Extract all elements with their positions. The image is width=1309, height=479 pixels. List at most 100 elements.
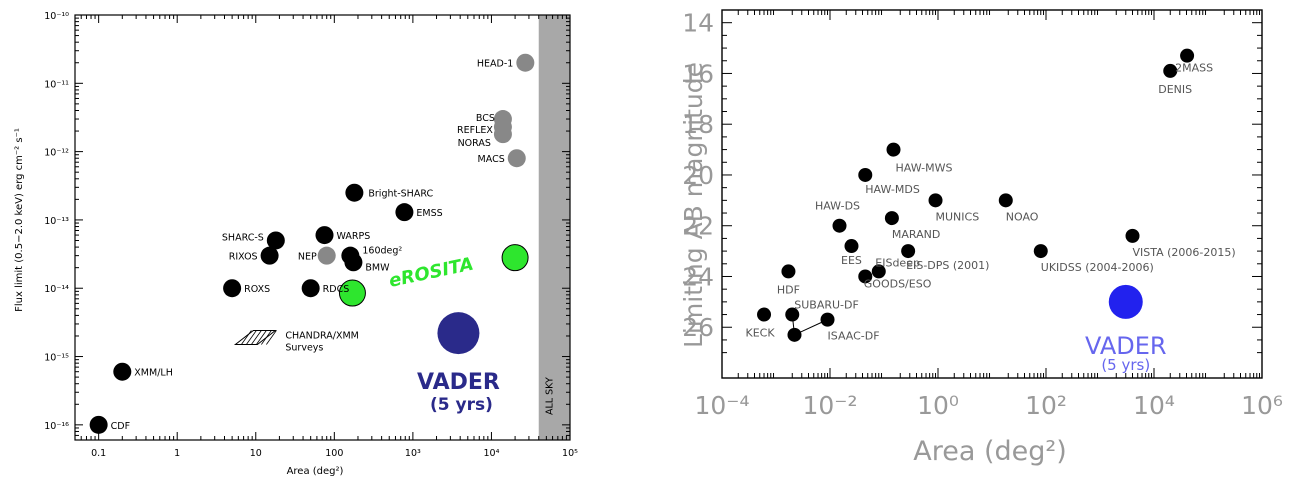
chandra-hatched-region — [233, 330, 277, 346]
right-plot-frame — [721, 9, 1263, 379]
right-label-isaac-df: ISAAC-DF — [828, 330, 880, 343]
left-label-cdf: CDF — [111, 421, 130, 432]
right-point-ukidss-2004-2006 — [1033, 244, 1048, 259]
left-x-tick-label: 10⁴ — [483, 448, 499, 459]
left-point-nep — [317, 246, 336, 265]
left-y-tick-label: 10⁻¹⁶ — [44, 421, 69, 432]
right-label-haw-mds: HAW-MDS — [865, 183, 920, 196]
left-point-bmw — [344, 253, 363, 272]
left-y-axis-label: Flux limit (0.5−2.0 keV) erg cm⁻² s⁻¹ — [14, 128, 25, 312]
erosita-label: eROSITA — [387, 254, 475, 292]
right-y-tick-label: 18 — [682, 110, 714, 139]
left-label-emss: EMSS — [416, 208, 442, 219]
right-point-2mass — [1180, 48, 1195, 63]
left-x-tick-label: 0.1 — [91, 448, 106, 459]
left-label-bmw: BMW — [365, 262, 390, 273]
erosita-point-1 — [338, 279, 366, 307]
right-x-tick-label: 10² — [1025, 391, 1067, 420]
right-point-eis-dps-2001 — [901, 244, 916, 259]
right-x-axis-label: Area (deg²) — [913, 436, 1067, 467]
right-point-marand — [884, 211, 899, 226]
left-point-cdf — [89, 415, 108, 434]
right-y-tick-label: 22 — [682, 212, 714, 241]
right-x-tick-label: 10⁻² — [802, 391, 857, 420]
left-point-xmm-lh — [113, 362, 132, 381]
right-label-goods-eso: GOODS/ESO — [864, 277, 932, 290]
right-point-hdf — [781, 264, 796, 279]
left-x-tick-label: 10 — [250, 448, 262, 459]
vader-label-optical: VADER — [1085, 332, 1167, 360]
left-label-sharc-s: SHARC-S — [222, 232, 264, 243]
right-y-axis-label: Limiting AB magnitude — [679, 62, 708, 348]
left-label-bcs: BCS — [476, 113, 495, 124]
right-y-tick-label: 24 — [682, 262, 714, 291]
vader-sublabel-optical: (5 yrs) — [1101, 356, 1150, 374]
left-label-warps: WARPS — [337, 231, 371, 242]
optical-survey-chart: 10⁻⁴ 10⁻² 10⁰ 10² 10⁴ 10⁶ 14 16 18 20 22 24 26 KECK H… — [679, 9, 1283, 467]
chandra-hatch-line — [266, 330, 277, 345]
left-x-tick-label: 1 — [174, 448, 180, 459]
left-label-nep: NEP — [298, 252, 317, 263]
right-label-ees: EES — [841, 254, 862, 267]
left-label-rdcs: RDCS — [323, 284, 350, 295]
chandra-hatch-line — [261, 330, 272, 345]
chandra-hatch-line — [251, 330, 262, 345]
right-y-tick-label: 26 — [682, 313, 714, 342]
left-label-head-1: HEAD-1 — [477, 59, 513, 70]
right-y-tick-label: 20 — [682, 161, 714, 190]
left-point-warps — [315, 226, 334, 245]
chandra-hatch-line — [241, 330, 252, 345]
right-label-denis: DENIS — [1158, 83, 1192, 96]
left-point-macs — [507, 149, 526, 168]
left-label-rixos: RIXOS — [229, 252, 258, 263]
right-point-haw-mws — [886, 142, 901, 157]
left-y-tick-label: 10⁻¹⁵ — [44, 353, 69, 364]
right-label-eis-dps-2001: EIS-DPS (2001) — [906, 259, 989, 272]
left-label-noras: NORAS — [458, 138, 491, 149]
right-point-ees — [844, 239, 859, 254]
left-label-xmm-lh: XMM/LH — [134, 368, 173, 379]
right-point-noao — [998, 193, 1013, 208]
vader-point-xray — [437, 312, 480, 355]
right-point-denis — [1163, 63, 1178, 78]
right-label-marand: MARAND — [892, 228, 940, 241]
right-point-haw-mds — [858, 167, 873, 182]
right-point-isaac-df — [820, 312, 835, 327]
right-point-keck — [757, 307, 772, 322]
right-point-subaru-pair — [787, 327, 802, 342]
right-point-vista-2006-2015 — [1125, 228, 1140, 243]
right-y-tick-label: 14 — [682, 9, 714, 38]
right-y-tick-label: 16 — [682, 59, 714, 88]
right-x-tick-label: 10⁰ — [917, 391, 959, 420]
left-x-tick-label: 100 — [325, 448, 343, 459]
left-point-rdcs — [301, 279, 320, 298]
right-point-munics — [928, 193, 943, 208]
right-label-haw-ds: HAW-DS — [815, 200, 860, 213]
right-label-munics: MUNICS — [936, 210, 980, 223]
erosita-point-2 — [501, 244, 529, 272]
left-point-emss — [395, 203, 414, 222]
left-point-roxs — [223, 279, 242, 298]
chandra-label: CHANDRA/XMM — [285, 331, 359, 342]
left-point-rixos — [260, 246, 279, 265]
right-x-tick-label: 10⁴ — [1133, 391, 1175, 420]
left-point-noras — [493, 125, 512, 144]
left-label-bright-sharc: Bright-SHARC — [368, 189, 433, 200]
left-y-tick-label: 10⁻¹¹ — [44, 79, 69, 90]
left-point-bright-sharc — [345, 183, 364, 202]
left-y-tick-label: 10⁻¹² — [44, 148, 69, 159]
right-label-2mass: 2MASS — [1175, 62, 1213, 75]
left-x-tick-label: 10⁵ — [562, 448, 578, 459]
left-y-tick-label: 10⁻¹³ — [44, 216, 69, 227]
right-point-subaru-df — [785, 307, 800, 322]
right-point-haw-ds — [832, 218, 847, 233]
right-x-tick-label: 10⁶ — [1241, 391, 1283, 420]
right-label-vista-2006-2015: VISTA (2006-2015) — [1133, 246, 1236, 259]
vader-point-optical — [1108, 284, 1143, 319]
left-point-sharc-s — [266, 231, 285, 250]
left-label-macs: MACS — [478, 154, 505, 165]
right-x-tick-label: 10⁻⁴ — [694, 391, 749, 420]
vader-label-xray: VADER — [417, 370, 500, 395]
xray-survey-chart: ALL SKY 0.1 1 10 100 10³ 10⁴ 10⁵ 10⁻¹⁶ 10⁻¹⁵ 10⁻¹… — [14, 11, 578, 477]
right-label-eisdeep: EISdeep — [875, 256, 920, 269]
